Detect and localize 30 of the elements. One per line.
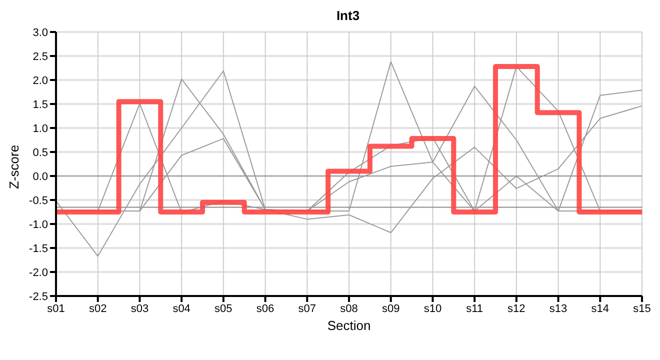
x-tick-label: s08 — [340, 302, 358, 315]
x-tick-label: s13 — [549, 302, 568, 315]
y-tick-label: 2.0 — [32, 74, 48, 87]
x-axis-title: Section — [327, 318, 371, 333]
x-tick-label: s15 — [633, 302, 651, 315]
x-tick-label: s14 — [591, 302, 610, 315]
x-tick-label: s05 — [214, 302, 232, 315]
x-tick-label: s01 — [47, 302, 65, 315]
x-tick-label: s12 — [508, 302, 526, 315]
x-tick-label: s11 — [466, 302, 484, 315]
x-tick-label: s07 — [298, 302, 316, 315]
y-tick-label: 0.5 — [32, 146, 48, 159]
x-tick-label: s04 — [172, 302, 190, 315]
y-tick-label: -1.0 — [29, 218, 48, 231]
y-tick-label: 0.0 — [32, 170, 48, 183]
x-tick-label: s02 — [88, 302, 107, 315]
x-tick-label: s06 — [256, 302, 274, 315]
y-tick-label: 1.5 — [32, 98, 48, 111]
y-tick-label: 2.5 — [32, 50, 48, 63]
y-tick-label: -0.5 — [29, 194, 48, 207]
x-tick-label: s03 — [130, 302, 149, 315]
y-tick-label: 3.0 — [32, 26, 48, 39]
y-axis-title: Z-score — [6, 144, 22, 189]
y-tick-label: 1.0 — [32, 122, 48, 135]
chart-title: Int3 — [335, 8, 361, 23]
x-tick-label: s09 — [382, 302, 400, 315]
y-tick-label: -1.5 — [29, 242, 48, 255]
y-tick-label: -2.0 — [29, 266, 48, 279]
x-tick-label: s10 — [424, 302, 442, 315]
y-tick-label: -2.5 — [29, 290, 48, 303]
